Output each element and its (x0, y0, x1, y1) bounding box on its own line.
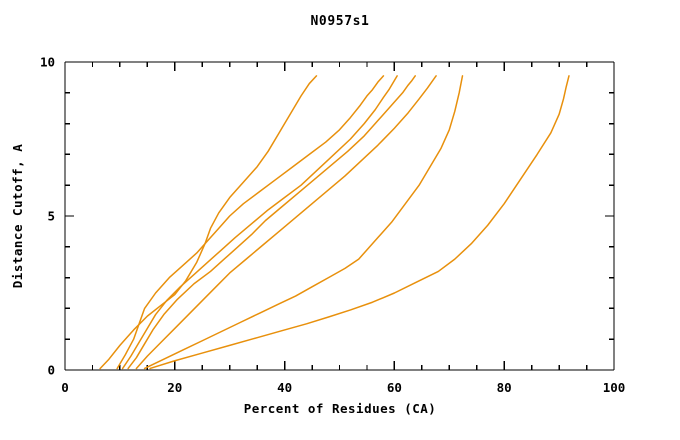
series-line (149, 75, 570, 370)
series-line (116, 75, 385, 370)
series-line (121, 75, 398, 370)
x-axis-title: Percent of Residues (CA) (244, 401, 437, 416)
series-layer (99, 75, 570, 370)
x-tick-label: 60 (387, 380, 402, 395)
x-tick-label: 40 (277, 380, 292, 395)
y-tick-label: 5 (47, 209, 55, 224)
y-axis-title: Distance Cutoff, A (10, 144, 25, 288)
y-tick-label: 0 (47, 363, 55, 378)
y-tick-label: 10 (40, 55, 55, 70)
x-tick-label: 80 (497, 380, 512, 395)
axis-label-layer: 0 20 40 60 80 100 0 5 10 (40, 55, 625, 396)
series-line (127, 75, 417, 370)
x-tick-label: 100 (603, 380, 626, 395)
x-tick-label: 20 (167, 380, 182, 395)
chart-title: N0957s1 (310, 14, 370, 29)
series-line (135, 75, 437, 370)
series-line (143, 75, 464, 370)
x-tick-label: 0 (61, 380, 69, 395)
axis-tick-layer (64, 61, 615, 371)
series-line (99, 75, 318, 370)
axis-layer (64, 61, 615, 371)
